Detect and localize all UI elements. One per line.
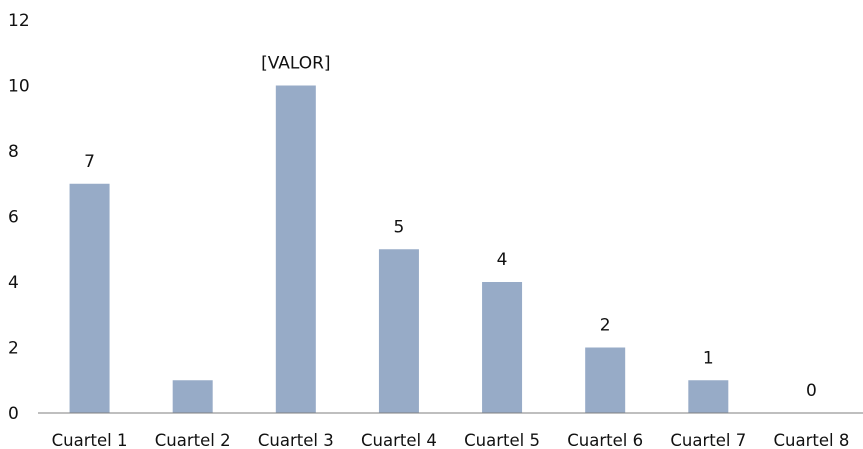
bar-cuartel-7 (688, 380, 729, 413)
data-label: 7 (84, 152, 95, 172)
x-axis-ticks: Cuartel 1 Cuartel 2 Cuartel 3 Cuartel 4 Cuar… (52, 431, 850, 449)
bars (69, 85, 729, 413)
x-tick-label: Cuartel 7 (670, 431, 746, 449)
y-tick-label: 10 (8, 77, 30, 97)
data-labels: 7 [VALOR] 5 4 2 1 0 (84, 54, 817, 402)
bar-cuartel-4 (378, 249, 419, 413)
y-axis-ticks: 0 2 4 6 8 10 12 (8, 11, 30, 424)
x-tick-label: Cuartel 3 (258, 431, 334, 449)
bar-cuartel-3 (275, 85, 316, 413)
x-tick-label: Cuartel 1 (52, 431, 128, 449)
data-label: 5 (394, 217, 405, 237)
y-tick-label: 2 (8, 339, 19, 359)
x-tick-label: Cuartel 2 (155, 431, 231, 449)
y-tick-label: 0 (8, 404, 19, 424)
bar-cuartel-6 (585, 347, 626, 413)
data-label: 1 (703, 348, 714, 368)
y-tick-label: 4 (8, 273, 19, 293)
data-label: 2 (600, 316, 611, 336)
x-tick-label: Cuartel 6 (567, 431, 643, 449)
data-label: 4 (497, 250, 508, 270)
bar-cuartel-5 (482, 282, 523, 413)
data-label: [VALOR] (261, 54, 331, 74)
x-tick-label: Cuartel 5 (464, 431, 540, 449)
bar-cuartel-2 (172, 380, 213, 413)
y-tick-label: 12 (8, 11, 30, 31)
x-tick-label: Cuartel 4 (361, 431, 437, 449)
bar-cuartel-1 (69, 183, 110, 413)
x-tick-label: Cuartel 8 (774, 431, 850, 449)
data-label: 0 (806, 381, 817, 401)
y-tick-label: 6 (8, 208, 19, 228)
y-tick-label: 8 (8, 142, 19, 162)
